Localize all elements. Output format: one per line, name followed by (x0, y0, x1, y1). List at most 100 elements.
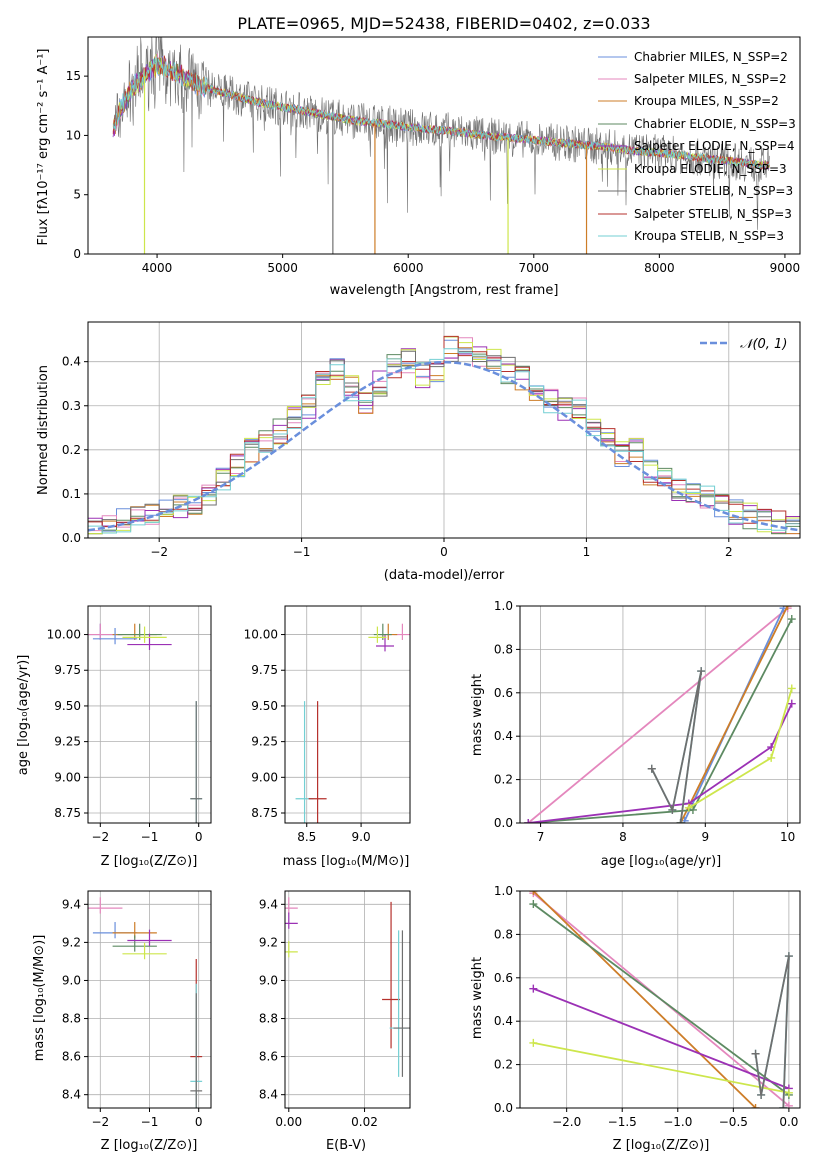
residuals-panel: −2 −1 0 1 2 0.0 0.1 0.2 0.3 0.4 (62, 321, 801, 559)
mw-Z-ytick-label-1: 0.2 (494, 1058, 513, 1072)
mw-Z-plot-area (529, 891, 793, 1108)
mw-Z-xlabel: Z [log₁₀(Z/Z⊙)] (613, 1138, 710, 1153)
mw-age-ytick-label-4: 0.8 (494, 642, 513, 656)
mass-vs-EBV-ytick-label-5: 9.4 (259, 897, 278, 911)
mw-Z-series-7-marker-1 (751, 1049, 760, 1058)
mw-age-series-5-marker-4 (787, 699, 796, 708)
mw-age-xlabel: age [log₁₀(age/yr)] (601, 854, 722, 869)
residuals-ytick-label-3: 0.3 (62, 399, 81, 413)
mw-age-xtick-label-0: 7 (537, 830, 545, 844)
mw-age-ytick-label-3: 0.6 (494, 686, 513, 700)
mw-Z-xtick-label-4: 0.0 (779, 1115, 798, 1129)
spectrum-xtick-label-5: 9000 (770, 261, 801, 275)
age-vs-mass-plot-area (295, 623, 410, 823)
mw-age-xtick-label-2: 9 (701, 830, 709, 844)
mw-Z-ytick-label-0: 0.0 (494, 1101, 513, 1115)
mw-age-series-3-marker-2 (783, 606, 792, 610)
spectrum-xtick-label-0: 4000 (142, 261, 173, 275)
mw-age-series-4-marker-2 (688, 805, 697, 814)
spectrum-xtick-label-3: 7000 (519, 261, 550, 275)
age-vs-Z-ytick-label-4: 9.75 (54, 663, 81, 677)
spectrum-legend-entry-8: Salpeter STELIB, N_SSP=3 (598, 207, 792, 221)
mw-Z-series-3 (532, 903, 790, 1096)
mw-Z-series-2-marker-1 (529, 891, 538, 895)
mw-Z-series-5 (533, 1042, 790, 1094)
age-vs-Z-xtick-label-0: −2 (91, 830, 109, 844)
spectrum-legend-label-9: Kroupa STELIB, N_SSP=3 (634, 229, 784, 243)
residuals-ytick-label-2: 0.2 (62, 443, 81, 457)
residuals-legend: 𝒩(0, 1) (700, 337, 787, 352)
mass-vs-EBV-xtick-label-1: 0.02 (351, 1115, 378, 1129)
mw-age-ytick-label-2: 0.4 (494, 729, 513, 743)
mass-vs-Z-xlabel: Z [log₁₀(Z/Z⊙)] (101, 1138, 198, 1153)
age-vs-mass-ytick-label-5: 10.00 (244, 628, 278, 642)
mw-age-series-6-marker-3 (787, 684, 796, 693)
spectrum-series-7 (112, 37, 770, 230)
age-vs-Z-xtick-label-2: 0 (195, 830, 203, 844)
mass-vs-Z-ytick-label-0: 8.4 (62, 1088, 81, 1102)
mw-age-series-4-marker-3 (787, 615, 796, 624)
residuals-ytick-label-1: 0.1 (62, 487, 81, 501)
mass-vs-EBV-ytick-label-2: 8.8 (259, 1012, 278, 1026)
spectrum-legend-entry-3: Kroupa MILES, N_SSP=2 (598, 94, 779, 108)
spectrum-legend-label-4: Chabrier ELODIE, N_SSP=3 (634, 117, 796, 131)
spectrum-xtick-label-1: 5000 (267, 261, 298, 275)
spectrum-legend-label-1: Chabrier MILES, N_SSP=2 (634, 50, 788, 64)
mw-age-frame (519, 605, 801, 824)
spectrum-plot-area (112, 37, 770, 254)
residuals-xtick-label-4: 2 (725, 545, 733, 559)
spectrum-xtick-label-4: 8000 (644, 261, 675, 275)
spectrum-frame (87, 36, 801, 255)
residuals-plot-area (88, 335, 800, 538)
mass-weight-vs-age-panel: 7 8 9 10 0.0 0.2 0.4 0.6 0.8 1.0 (494, 599, 801, 844)
spectrum-panel: 4000 5000 6000 7000 8000 9000 0 5 10 15 (66, 36, 801, 275)
age-vs-Z-xtick-label-1: −1 (141, 830, 159, 844)
residuals-xtick-label-2: 0 (440, 545, 448, 559)
mw-Z-ytick-label-4: 0.8 (494, 927, 513, 941)
mw-Z-xtick-label-2: −1.0 (663, 1115, 692, 1129)
mw-Z-series-3-marker-1 (529, 900, 538, 909)
residuals-ylabel: Normed distribution (36, 365, 51, 495)
spectrum-legend: Chabrier MILES, N_SSP=2 Salpeter MILES, … (598, 50, 796, 243)
mw-Z-ylabel: mass weight (470, 957, 485, 1039)
spectrum-ytick-label-1: 5 (73, 188, 81, 202)
spectrum-legend-entry-1: Chabrier MILES, N_SSP=2 (598, 50, 788, 64)
mass-vs-EBV-frame (284, 890, 411, 1109)
mw-Z-series-4 (532, 987, 790, 1090)
mw-Z-series-5-marker-1 (529, 1038, 538, 1047)
spectrum-legend-label-6: Kroupa ELODIE, N_SSP=3 (634, 162, 787, 176)
mass-vs-EBV-plot-area (285, 897, 410, 1077)
residuals-legend-label: 𝒩(0, 1) (740, 337, 787, 352)
age-vs-Z-ytick-label-1: 9.00 (54, 770, 81, 784)
spectrum-xlabel: wavelength [Angstrom, rest frame] (330, 283, 559, 298)
mw-age-plot-area (524, 606, 796, 823)
mass-vs-Z-ytick-label-4: 9.2 (62, 935, 81, 949)
mw-age-ytick-label-1: 0.2 (494, 773, 513, 787)
mw-Z-xtick-label-0: −2.0 (552, 1115, 581, 1129)
age-vs-Z-ytick-label-3: 9.50 (54, 699, 81, 713)
mw-age-series-8-marker-4 (676, 819, 685, 823)
age-vs-mass-frame (284, 605, 411, 824)
mass-vs-Z-xtick-label-1: −1 (141, 1115, 159, 1129)
residuals-ytick-label-4: 0.4 (62, 355, 81, 369)
mw-age-ytick-label-0: 0.0 (494, 816, 513, 830)
spectrum-legend-label-2: Salpeter MILES, N_SSP=2 (634, 72, 787, 86)
residuals-ytick-label-0: 0.0 (62, 531, 81, 545)
mass-vs-Z-xtick-label-0: −2 (91, 1115, 109, 1129)
residual-histogram-9 (88, 348, 800, 538)
spectrum-ylabel: Flux [fλ10⁻¹⁷ erg cm⁻² s⁻¹ A⁻¹] (36, 49, 51, 246)
residuals-xlabel: (data-model)/error (384, 568, 505, 583)
mw-Z-series-7 (754, 955, 790, 1108)
mw-age-series-8 (650, 670, 703, 823)
spectrum-title: PLATE=0965, MJD=52438, FIBERID=0402, z=0… (237, 14, 650, 33)
mass-weight-vs-metallicity-panel: −2.0 −1.5 −1.0 −0.5 0.0 0.0 0.2 0.4 0.6 0.8 1.0 (494, 884, 801, 1129)
age-vs-mass-ytick-label-3: 9.50 (251, 699, 278, 713)
mass-vs-EBV-ytick-label-3: 9.0 (259, 973, 278, 987)
spectrum-legend-label-3: Kroupa MILES, N_SSP=2 (634, 94, 779, 108)
age-vs-mass-xtick-label-0: 8.5 (297, 830, 316, 844)
mw-Z-series-7-marker-2 (757, 1090, 766, 1099)
spectrum-legend-label-5: Salpeter ELODIE, N_SSP=4 (634, 139, 795, 153)
mw-age-series-3 (679, 606, 789, 823)
age-vs-Z-xlabel: Z [log₁₀(Z/Z⊙)] (101, 854, 198, 869)
